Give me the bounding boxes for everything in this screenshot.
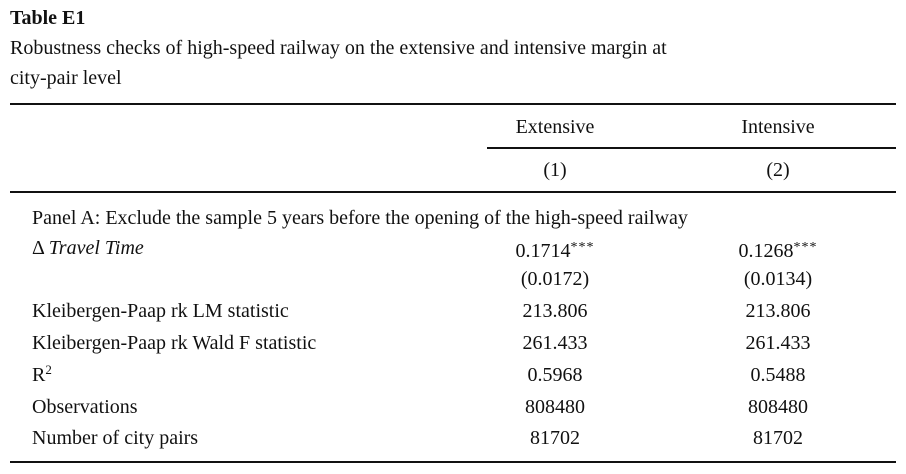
cell: 213.806 (745, 300, 811, 322)
cell: 261.433 (522, 332, 588, 354)
coefficient: 0.1714 (515, 240, 571, 262)
mid-rule (10, 191, 896, 193)
row-label: Δ Travel Time (32, 236, 144, 260)
row-label: R2 (32, 363, 52, 387)
coefficient: 0.1268 (738, 240, 794, 262)
delta-symbol: Δ (32, 237, 44, 259)
cell: 0.5968 (527, 364, 583, 386)
bottom-rule (10, 461, 896, 463)
cell: 81702 (753, 427, 803, 449)
significance: *** (793, 240, 818, 255)
cell: 808480 (525, 396, 585, 418)
cell: 0.1268*** (668, 236, 888, 263)
cell: 0.1714*** (445, 236, 665, 263)
std-error: (0.0172) (520, 268, 590, 290)
row-label: Kleibergen-Paap rk Wald F statistic (32, 332, 317, 354)
column-header: Intensive (741, 116, 815, 138)
header-rule (487, 147, 896, 149)
top-rule (10, 103, 896, 105)
cell: 81702 (530, 427, 580, 449)
table-title: Table E1 (10, 7, 86, 29)
row-label: Observations (32, 396, 138, 418)
column-number: (1) (543, 159, 567, 181)
column-number: (2) (766, 159, 790, 181)
row-label: Number of city pairs (32, 427, 199, 449)
superscript: 2 (45, 362, 52, 377)
cell: 261.433 (745, 332, 811, 354)
significance: *** (570, 240, 595, 255)
cell: 808480 (748, 396, 808, 418)
caption-line: Robustness checks of high-speed railway … (10, 37, 667, 59)
row-label: Kleibergen-Paap rk LM statistic (32, 300, 289, 322)
std-error: (0.0134) (743, 268, 813, 290)
cell: 0.5488 (750, 364, 806, 386)
row-label-text: R (32, 364, 46, 386)
row-label-text: Travel Time (48, 237, 144, 259)
cell: 213.806 (522, 300, 588, 322)
panel-label: Panel A: Exclude the sample 5 years befo… (32, 207, 688, 229)
caption-line: city-pair level (10, 67, 122, 89)
column-header: Extensive (515, 116, 595, 138)
